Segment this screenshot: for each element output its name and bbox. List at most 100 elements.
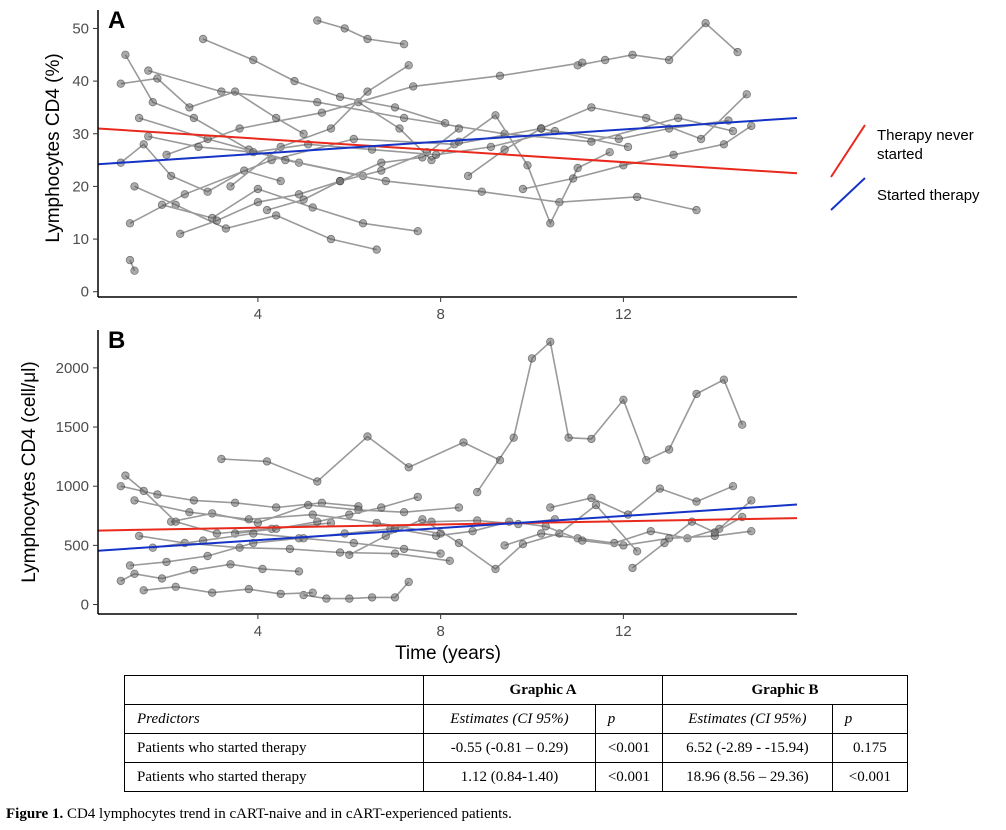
panel-a-label: A <box>108 7 125 34</box>
data-point <box>226 182 235 191</box>
data-point <box>646 527 655 536</box>
data-point <box>747 121 756 131</box>
y-tick-label: 20 <box>72 178 89 195</box>
trajectory-line <box>138 117 697 211</box>
legend-key-never-started <box>830 124 866 178</box>
x-tick-label: 12 <box>615 306 632 323</box>
data-point <box>207 588 217 597</box>
data-point <box>230 498 240 507</box>
data-point <box>664 445 674 454</box>
data-point <box>244 584 253 594</box>
data-point <box>381 176 390 186</box>
data-point <box>404 61 413 70</box>
data-point <box>226 560 235 569</box>
data-point <box>660 538 669 548</box>
trajectory-line <box>550 485 734 516</box>
figure-caption: Figure 1. CD4 lymphocytes trend in cART-… <box>6 806 512 823</box>
trend-line-started <box>97 503 798 552</box>
data-point <box>642 456 651 465</box>
trajectory-line <box>166 61 583 156</box>
data-point <box>733 47 742 57</box>
data-point <box>728 482 738 491</box>
data-point <box>614 134 623 144</box>
data-point <box>500 145 509 154</box>
estimate-b-cell: 6.52 (-2.89 - -15.94) <box>662 733 833 763</box>
trajectory-line <box>143 585 313 595</box>
x-tick-label: 8 <box>436 623 444 640</box>
trajectory-line <box>124 54 364 177</box>
data-point <box>116 482 125 491</box>
data-point <box>445 556 454 565</box>
data-point <box>518 540 528 549</box>
data-point <box>262 205 272 215</box>
data-point <box>148 97 157 107</box>
panel-b-trend-lines <box>97 503 798 552</box>
data-point <box>175 229 185 238</box>
data-point <box>546 219 555 228</box>
estimate-b-cell: 18.96 (8.56 – 29.36) <box>662 762 833 792</box>
trajectory-line <box>134 185 377 251</box>
data-point <box>747 496 756 505</box>
data-point <box>632 192 642 202</box>
data-point <box>738 420 747 429</box>
trajectory-line <box>522 125 752 190</box>
data-point <box>363 34 372 44</box>
trend-line-never-started <box>97 517 798 532</box>
data-point <box>162 150 171 159</box>
trajectory-line <box>161 188 418 232</box>
y-tick-label: 0 <box>81 597 89 614</box>
data-point <box>399 544 409 554</box>
data-point <box>568 174 578 183</box>
data-point <box>230 87 240 96</box>
data-point <box>253 184 263 194</box>
data-point <box>166 171 176 181</box>
data-point <box>372 245 381 254</box>
data-point <box>134 113 144 123</box>
estimates-b-header: Estimates (CI 95%) <box>662 704 833 734</box>
data-point <box>326 124 336 133</box>
data-point <box>491 564 500 574</box>
data-point <box>189 566 199 575</box>
y-tick-label: 2000 <box>56 360 89 377</box>
panel-b-label: B <box>108 327 125 354</box>
data-point <box>454 124 464 133</box>
data-point <box>546 337 555 346</box>
data-point <box>144 132 153 141</box>
data-point <box>335 92 345 102</box>
y-tick-label: 1500 <box>56 419 89 436</box>
data-point <box>299 195 308 204</box>
p-a-cell: <0.001 <box>594 733 664 763</box>
y-tick-label: 10 <box>72 231 89 248</box>
data-point <box>349 134 358 144</box>
estimate-a-cell: -0.55 (-0.81 – 0.29) <box>423 733 596 763</box>
data-point <box>591 500 601 510</box>
data-point <box>404 463 413 472</box>
data-point <box>185 508 194 517</box>
data-point <box>345 510 354 519</box>
data-point <box>313 517 322 526</box>
data-point <box>313 477 322 486</box>
data-point <box>664 55 674 65</box>
panel-b-chart: B 0 500 1000 1500 2000 4 8 12 Lymphocytes CD4 (… <box>19 327 798 664</box>
data-point <box>235 543 244 552</box>
data-point <box>203 551 212 561</box>
legend-key-started <box>830 177 866 211</box>
data-point <box>642 113 651 123</box>
data-point <box>701 19 710 28</box>
data-point <box>413 492 422 502</box>
data-point <box>308 588 317 597</box>
data-point <box>139 486 148 496</box>
x-tick-label: 12 <box>615 623 632 640</box>
data-point <box>495 71 505 80</box>
data-point <box>262 457 272 466</box>
data-point <box>335 176 345 186</box>
data-point <box>290 76 299 86</box>
p-a-header: p <box>594 704 664 734</box>
data-point <box>454 503 464 512</box>
data-point <box>253 197 263 207</box>
data-point <box>578 536 587 545</box>
data-point <box>486 142 496 152</box>
data-point <box>153 74 162 83</box>
panel-a-trajectories <box>116 16 756 275</box>
table-header-row: Graphic A Graphic B <box>123 675 908 705</box>
